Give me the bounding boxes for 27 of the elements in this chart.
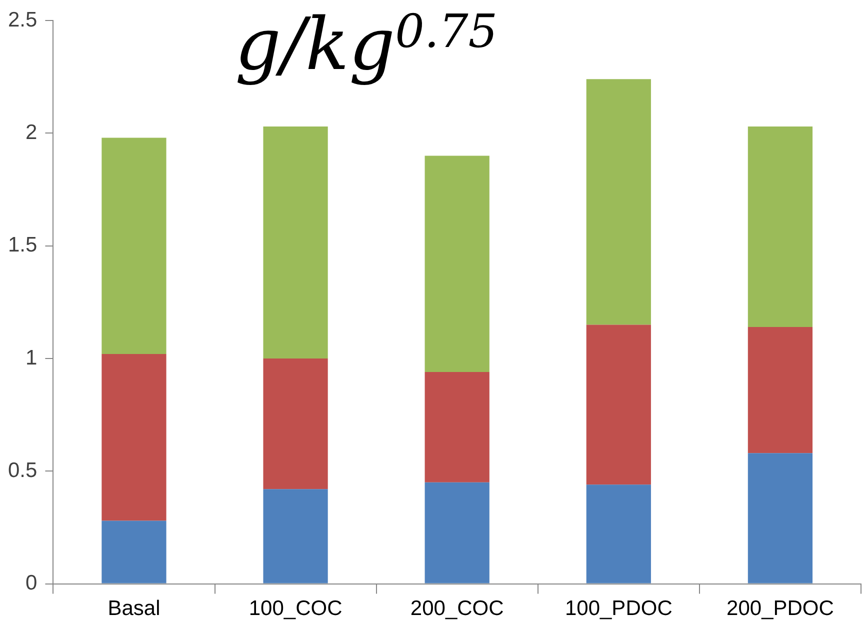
bar <box>102 138 166 354</box>
chart-title: g/kg$^{0.75}$ <box>235 2 498 86</box>
bar <box>102 354 166 521</box>
x-tick-label: 100_PDOC <box>564 597 672 620</box>
y-tick-label: 0.5 <box>8 458 38 482</box>
y-tick-label: 2.5 <box>8 8 38 32</box>
y-tick-label: 0 <box>26 572 38 595</box>
x-tick-label: Basal <box>108 597 160 620</box>
x-tick-label: 100_COC <box>248 597 342 620</box>
bar <box>586 484 651 584</box>
y-tick-label: 2 <box>26 121 38 144</box>
bar <box>102 520 166 584</box>
bar <box>263 489 328 584</box>
bar <box>424 156 490 372</box>
bar <box>263 126 328 359</box>
bar <box>586 324 651 485</box>
bar <box>748 126 813 327</box>
bar <box>424 372 490 482</box>
bar <box>586 79 651 325</box>
bar <box>263 358 328 490</box>
bar <box>748 453 813 584</box>
x-tick-label: 200_PDOC <box>726 597 834 620</box>
x-tick-label: 200_COC <box>410 597 504 620</box>
y-tick-label: 1 <box>26 346 38 370</box>
bar <box>424 482 490 584</box>
y-tick-label: 1.5 <box>8 234 38 257</box>
bar <box>748 326 813 454</box>
